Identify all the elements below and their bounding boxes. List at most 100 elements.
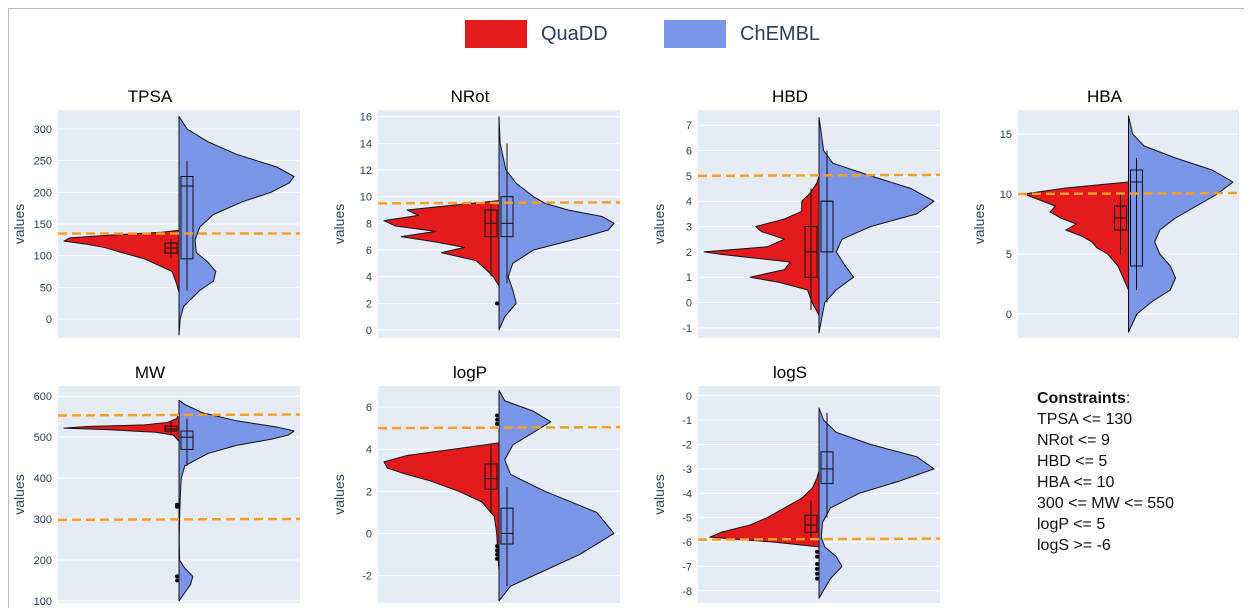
outlier-point xyxy=(815,571,819,576)
y-axis-label: values xyxy=(11,204,27,244)
y-tick-label: 10 xyxy=(1000,189,1012,201)
outlier-point xyxy=(175,574,179,579)
outlier-point xyxy=(175,578,179,583)
subplot-hba: HBA 0 5 10 15 values xyxy=(960,86,1249,346)
constraint-line: HBA <= 10 xyxy=(1037,474,1115,491)
box-iqr xyxy=(180,176,194,260)
violin-chembl[interactable] xyxy=(818,117,935,334)
y-tick-label: 500 xyxy=(34,432,52,444)
violin-quadd[interactable] xyxy=(383,200,500,287)
y-tick-label: -2 xyxy=(362,571,372,583)
violin-chembl[interactable] xyxy=(1128,115,1234,333)
y-tick-label: 14 xyxy=(360,138,372,150)
y-tick-label: 4 xyxy=(366,272,372,284)
y-tick-label: 2 xyxy=(686,247,692,259)
y-tick-label: 2 xyxy=(366,486,372,498)
y-tick-label: 600 xyxy=(34,391,52,403)
y-tick-label: 7 xyxy=(686,120,692,132)
y-tick-label: 400 xyxy=(34,473,52,485)
violin-chembl[interactable] xyxy=(498,116,615,331)
y-tick-label: 150 xyxy=(34,219,52,231)
box-iqr xyxy=(500,507,514,545)
violin-quadd[interactable] xyxy=(383,442,500,572)
y-tick-label: 2 xyxy=(366,298,372,310)
violin-plot: 100 200 300 400 500 600 values xyxy=(11,386,301,608)
box-iqr xyxy=(484,463,498,490)
threshold-line xyxy=(1017,191,1240,196)
y-tick-label: 6 xyxy=(366,402,372,414)
y-tick-label: 300 xyxy=(34,124,52,136)
y-axis-label: values xyxy=(651,204,667,244)
y-axis-label: values xyxy=(331,204,347,244)
outlier-point xyxy=(815,566,819,571)
outlier-point xyxy=(815,561,819,566)
outlier-point xyxy=(495,301,499,306)
y-tick-label: 16 xyxy=(360,112,372,124)
legend-item-chembl[interactable]: ChEMBL xyxy=(664,20,820,48)
violin-quadd[interactable] xyxy=(703,175,820,316)
subplot-hbd: HBD -1 0 1 2 3 4 5 6 7 values xyxy=(640,86,941,346)
violin-chembl[interactable] xyxy=(498,389,615,602)
subplot-nrot: NRot 0 2 4 6 8 10 12 14 16 values xyxy=(320,86,621,346)
threshold-line xyxy=(57,413,301,417)
outlier-point xyxy=(495,421,499,426)
y-tick-label: 3 xyxy=(686,222,692,234)
outlier-point xyxy=(815,549,819,554)
y-axis-label: values xyxy=(331,474,347,514)
outlier-point xyxy=(815,576,819,581)
box-iqr xyxy=(804,514,818,533)
violin-quadd[interactable] xyxy=(63,412,180,442)
threshold-line xyxy=(57,517,301,522)
y-tick-label: -2 xyxy=(682,440,692,452)
y-axis-label: values xyxy=(11,474,27,514)
violin-chembl[interactable] xyxy=(178,115,295,336)
y-tick-label: 5 xyxy=(686,171,692,183)
outlier-point xyxy=(815,554,819,559)
y-tick-label: 300 xyxy=(34,514,52,526)
y-tick-label: -7 xyxy=(682,561,692,573)
threshold-line xyxy=(377,201,621,205)
y-tick-label: 4 xyxy=(366,444,372,456)
threshold-line xyxy=(697,173,941,178)
subplot-mw: MW 100 200 300 400 500 600 values xyxy=(0,362,301,608)
y-tick-label: -5 xyxy=(682,513,692,525)
y-tick-label: 200 xyxy=(34,187,52,199)
outlier-point xyxy=(495,556,499,561)
constraints-panel: Constraints: TPSA <= 130 NRot <= 9 HBD <… xyxy=(1037,390,1174,554)
y-tick-label: -3 xyxy=(682,464,692,476)
constraint-line: logP <= 5 xyxy=(1037,516,1106,533)
constraint-line: HBD <= 5 xyxy=(1037,453,1108,470)
outlier-point xyxy=(495,552,499,557)
outlier-point xyxy=(495,544,499,549)
violin-chembl[interactable] xyxy=(178,399,295,602)
violin-plot: 0 5 10 15 values xyxy=(971,110,1240,338)
y-tick-label: -1 xyxy=(682,323,692,335)
y-tick-label: 15 xyxy=(1000,129,1012,141)
figure-frame xyxy=(8,8,1244,608)
y-tick-label: 100 xyxy=(34,251,52,263)
violin-quadd[interactable] xyxy=(63,229,180,293)
subplot-title: logS xyxy=(772,363,808,382)
y-tick-label: -4 xyxy=(682,488,692,500)
violin-quadd[interactable] xyxy=(1023,181,1129,291)
outlier-point xyxy=(495,417,499,422)
y-tick-label: 8 xyxy=(366,218,372,230)
y-tick-label: 0 xyxy=(1006,309,1012,321)
violin-plot: -8 -7 -6 -5 -4 -3 -2 -1 0 values xyxy=(651,386,941,603)
subplot-tpsa: TPSA 0 50 100 150 200 250 300 values xyxy=(0,86,300,346)
violin-chembl[interactable] xyxy=(818,407,935,599)
violin-plot: -1 0 1 2 3 4 5 6 7 values xyxy=(651,110,941,338)
y-tick-label: 4 xyxy=(686,196,692,208)
constraint-line: 300 <= MW <= 550 xyxy=(1037,495,1174,512)
legend-swatch-chembl xyxy=(664,20,726,48)
y-tick-label: 12 xyxy=(360,165,372,177)
legend: QuaDD ChEMBL xyxy=(0,20,1249,52)
violin-plot: 0 2 4 6 8 10 12 14 16 values xyxy=(331,110,621,338)
outlier-point xyxy=(495,413,499,418)
y-tick-label: 10 xyxy=(360,192,372,204)
y-tick-label: 0 xyxy=(686,391,692,403)
legend-item-quadd[interactable]: QuaDD xyxy=(465,20,608,48)
violin-quadd[interactable] xyxy=(709,470,820,548)
subplot-title: TPSA xyxy=(127,87,173,106)
y-tick-label: 250 xyxy=(34,156,52,168)
